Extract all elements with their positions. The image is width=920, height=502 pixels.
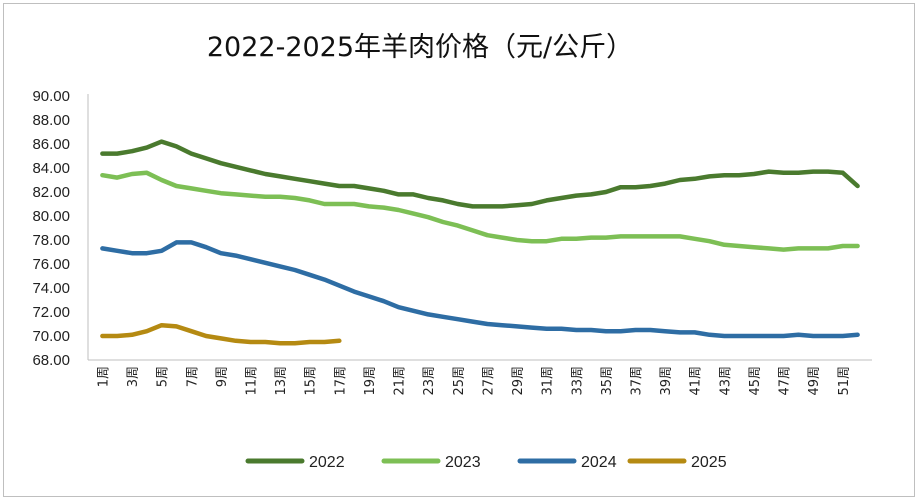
x-tick-label: 45周: [748, 366, 763, 396]
legend-label: 2023: [445, 454, 481, 471]
x-tick-label: 43周: [718, 366, 733, 396]
legend-item-2022: 2022: [245, 454, 345, 471]
y-tick-label: 84.00: [32, 160, 70, 177]
x-tick-label: 7周: [185, 366, 200, 387]
x-tick-label: 31周: [541, 366, 556, 396]
x-tick-label: 15周: [304, 366, 319, 396]
x-tick-label: 41周: [689, 366, 704, 396]
series-lines: [100, 139, 860, 346]
x-tick-label: 23周: [422, 366, 437, 396]
chart-title: 2022-2025年羊肉价格（元/公斤）: [207, 32, 633, 63]
y-tick-label: 88.00: [32, 112, 70, 129]
y-tick-label: 78.00: [32, 232, 70, 249]
legend-label: 2024: [581, 454, 617, 471]
x-tick-label: 39周: [659, 366, 674, 396]
series-line-2025: [100, 322, 342, 346]
series-line-2024: [100, 240, 860, 339]
x-tick-label: 1周: [96, 366, 111, 387]
y-tick-label: 82.00: [32, 184, 70, 201]
x-tick-label: 49周: [807, 366, 822, 396]
x-tick-labels: 1周 3周 5周 7周 9周 11周 13周 15周 17周 19周 21周 23周 25周 27周 29周…: [96, 366, 851, 396]
x-tick-label: 19周: [363, 366, 378, 396]
y-tick-label: 70.00: [32, 328, 70, 345]
x-tick-label: 35周: [600, 366, 615, 396]
x-tick-label: 51周: [837, 366, 852, 396]
y-tick-label: 90.00: [32, 88, 70, 105]
x-tick-label: 27周: [481, 366, 496, 396]
legend-item-2024: 2024: [517, 454, 617, 471]
x-tick-label: 11周: [244, 366, 259, 396]
y-tick-label: 80.00: [32, 208, 70, 225]
y-tick-label: 86.00: [32, 136, 70, 153]
x-tick-label: 5周: [156, 366, 171, 387]
x-tick-label: 37周: [629, 366, 644, 396]
x-tick-label: 29周: [511, 366, 526, 396]
y-tick-label: 68.00: [32, 352, 70, 369]
x-tick-label: 33周: [570, 366, 585, 396]
y-tick-label: 74.00: [32, 280, 70, 297]
x-tick-label: 21周: [393, 366, 408, 396]
y-tick-label: 76.00: [32, 256, 70, 273]
series-line-2023: [100, 170, 860, 252]
legend-label: 2022: [309, 454, 345, 471]
legend: 2022 2023 2024 2025: [245, 454, 727, 471]
y-tick-label: 72.00: [32, 304, 70, 321]
x-tick-label: 13周: [274, 366, 289, 396]
legend-item-2025: 2025: [627, 454, 727, 471]
x-tick-label: 47周: [778, 366, 793, 396]
series-line-2022: [100, 139, 860, 209]
legend-item-2023: 2023: [381, 454, 481, 471]
legend-label: 2025: [691, 454, 727, 471]
x-tick-label: 17周: [333, 366, 348, 396]
x-tick-label: 25周: [452, 366, 467, 396]
x-tick-label: 9周: [215, 366, 230, 387]
x-tick-label: 3周: [126, 366, 141, 387]
y-tick-labels: 68.00 70.00 72.00 74.00 76.00 78.00 80.00 82.00…: [32, 88, 70, 369]
